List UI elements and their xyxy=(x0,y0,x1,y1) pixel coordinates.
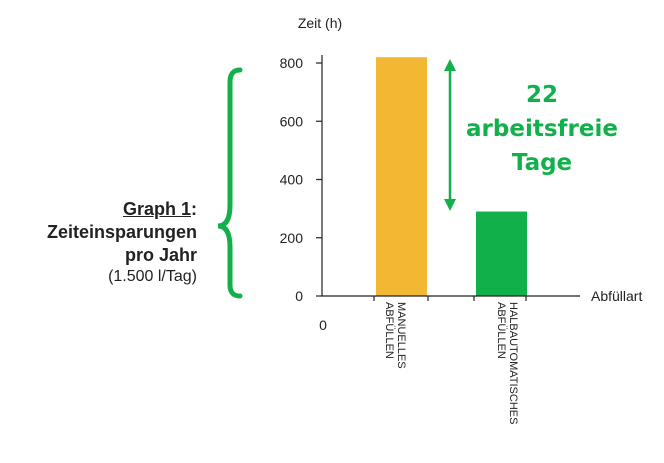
category-label-line: HALBAUTOMATISCHES xyxy=(507,302,519,424)
caption-note: (1.500 l/Tag) xyxy=(108,268,197,285)
y-tick-label: 0 xyxy=(295,288,303,304)
caption-title-colon: : xyxy=(191,199,197,219)
category-label-line: MANUELLES xyxy=(395,302,407,369)
savings-annotation: 22 arbeitsfreie Tage xyxy=(452,78,632,180)
y-tick-label: 200 xyxy=(280,230,304,246)
bar-1 xyxy=(376,57,427,296)
bar-2 xyxy=(476,211,527,296)
category-label-line: ABFÜLLEN xyxy=(495,302,507,359)
y-tick-label: 800 xyxy=(280,55,304,71)
caption-title: Graph 1: xyxy=(47,198,197,221)
annotation-line-1: 22 xyxy=(525,82,558,108)
caption-subtitle-2: pro Jahr xyxy=(124,245,197,265)
difference-arrow xyxy=(444,59,456,211)
origin-label: 0 xyxy=(319,317,327,333)
x-axis-label: Abfüllart xyxy=(591,288,642,304)
brace xyxy=(217,67,243,299)
annotation-line-2: arbeitsfreie xyxy=(466,116,618,142)
y-axis-label: Zeit (h) xyxy=(298,15,342,31)
graph-caption: Graph 1: Zeiteinsparungen pro Jahr (1.50… xyxy=(47,198,197,287)
caption-subtitle: Zeiteinsparungen xyxy=(46,222,197,242)
annotation-line-3: Tage xyxy=(511,150,573,176)
y-tick-label: 600 xyxy=(280,113,304,129)
category-label-line: ABFÜLLEN xyxy=(383,302,395,359)
caption-title-main: Graph 1 xyxy=(122,199,191,219)
y-tick-label: 400 xyxy=(280,172,304,188)
